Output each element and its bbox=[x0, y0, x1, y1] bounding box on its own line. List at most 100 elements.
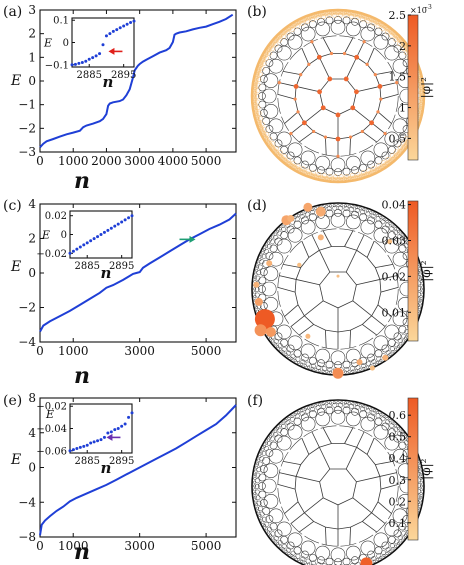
boundary-cell bbox=[253, 476, 257, 481]
amplitude-marker bbox=[296, 110, 300, 114]
colorbar-scale-label: ×10 bbox=[410, 6, 427, 15]
boundary-cell bbox=[346, 155, 361, 171]
boundary-cell bbox=[385, 350, 391, 355]
boundary-cell bbox=[399, 539, 403, 543]
tiling-edge bbox=[322, 427, 332, 444]
boundary-cell bbox=[258, 490, 267, 499]
boundary-cell bbox=[394, 544, 398, 548]
boundary-cell bbox=[266, 438, 270, 442]
amplitude-marker bbox=[373, 73, 377, 77]
y-axis-label: E bbox=[10, 259, 21, 275]
amplitude-marker bbox=[254, 324, 267, 337]
tiling-edge bbox=[294, 476, 305, 514]
boundary-cell bbox=[419, 291, 423, 295]
boundary-cell bbox=[253, 491, 257, 496]
boundary-cell bbox=[365, 365, 369, 369]
boundary-cell bbox=[391, 547, 395, 551]
boundary-cell bbox=[419, 484, 423, 488]
inset-point bbox=[125, 22, 129, 26]
boundary-cell bbox=[334, 208, 342, 217]
boundary-cell bbox=[384, 435, 400, 451]
inset-y-tick-label: 0.1 bbox=[53, 16, 69, 27]
amplitude-marker bbox=[297, 262, 302, 268]
boundary-cell bbox=[393, 529, 402, 538]
boundary-cell bbox=[330, 409, 346, 425]
tiling-edge bbox=[284, 501, 299, 514]
tiling-edge bbox=[344, 230, 354, 247]
tiling-edge bbox=[318, 57, 331, 80]
boundary-cell bbox=[328, 401, 333, 405]
x-tick-label: 1000 bbox=[58, 539, 89, 553]
tiling-edge bbox=[311, 431, 320, 448]
boundary-cell bbox=[293, 546, 302, 555]
boundary-cell bbox=[269, 51, 278, 60]
tiling-edge bbox=[277, 93, 296, 100]
boundary-cell bbox=[273, 539, 277, 543]
boundary-cell bbox=[264, 244, 268, 248]
boundary-cell bbox=[262, 456, 271, 465]
boundary-cell bbox=[314, 367, 318, 371]
boundary-cell bbox=[305, 361, 311, 367]
inset-x-tick-label: 2885 bbox=[74, 456, 99, 467]
boundary-cell bbox=[290, 414, 294, 418]
tiling-edge bbox=[356, 249, 381, 280]
tiling-edge bbox=[319, 246, 357, 251]
colorbar-tick-label: 0.5 bbox=[389, 132, 407, 145]
boundary-cell bbox=[388, 419, 392, 423]
panel-label-a: (a) bbox=[3, 4, 22, 20]
x-axis-label: n bbox=[74, 168, 90, 194]
boundary-cell bbox=[351, 166, 359, 175]
boundary-cell bbox=[266, 530, 270, 534]
boundary-cell bbox=[257, 264, 263, 270]
inset-point bbox=[70, 63, 74, 67]
tiling-edge bbox=[311, 41, 320, 58]
tiling-edge bbox=[284, 111, 299, 124]
boundary-cell bbox=[271, 339, 275, 343]
boundary-cell bbox=[360, 416, 376, 432]
boundary-cell bbox=[255, 275, 261, 281]
inset-point bbox=[123, 218, 127, 222]
boundary-cell bbox=[274, 434, 283, 443]
boundary-cell bbox=[392, 448, 408, 464]
boundary-cell bbox=[382, 217, 386, 221]
boundary-cell bbox=[419, 283, 423, 287]
tiling-edge bbox=[337, 315, 372, 333]
inset-point bbox=[104, 34, 108, 38]
y-tick-label: 4 bbox=[28, 426, 36, 440]
boundary-cell bbox=[278, 424, 282, 428]
boundary-cell bbox=[300, 343, 316, 359]
boundary-cell bbox=[367, 160, 375, 169]
boundary-cell bbox=[256, 500, 262, 506]
chart-2: 0 1000 3000 5000 −8 −4 0 4 8 n E 2885 2895 −0.02 −0.04… bbox=[10, 391, 237, 565]
boundary-cell bbox=[300, 150, 316, 166]
inset-point bbox=[75, 447, 79, 451]
amplitude-marker bbox=[383, 131, 387, 136]
amplitude-marker bbox=[387, 239, 393, 245]
inset-y-label: E bbox=[45, 408, 54, 421]
boundary-cell bbox=[257, 92, 266, 100]
colorbar-label: |φ|² bbox=[419, 260, 433, 281]
x-tick-label: 3000 bbox=[124, 344, 155, 358]
boundary-cell bbox=[332, 402, 338, 408]
amplitude-marker bbox=[312, 129, 316, 134]
boundary-cell bbox=[276, 521, 292, 537]
boundary-cell bbox=[276, 45, 292, 61]
tiling-edge bbox=[301, 437, 310, 455]
boundary-cell bbox=[373, 34, 389, 50]
inset: 2885 2895 0.02 0 −0.02 En bbox=[36, 210, 134, 282]
boundary-cell bbox=[317, 407, 325, 416]
boundary-cell bbox=[374, 546, 383, 555]
inset-point bbox=[71, 448, 75, 452]
boundary-cell bbox=[325, 204, 329, 208]
colorbar-tick-label: 0.01 bbox=[382, 306, 407, 319]
boundary-cell bbox=[293, 417, 302, 426]
boundary-cell bbox=[355, 368, 359, 372]
tiling-edge bbox=[284, 304, 299, 317]
boundary-cell bbox=[347, 204, 351, 208]
amplitude-marker bbox=[354, 89, 359, 95]
colorbar-tick-label: 0.03 bbox=[382, 234, 407, 247]
amplitude-marker bbox=[348, 135, 353, 139]
boundary-cell bbox=[293, 412, 297, 416]
boundary-cell bbox=[419, 473, 423, 477]
central-cell bbox=[319, 468, 357, 506]
